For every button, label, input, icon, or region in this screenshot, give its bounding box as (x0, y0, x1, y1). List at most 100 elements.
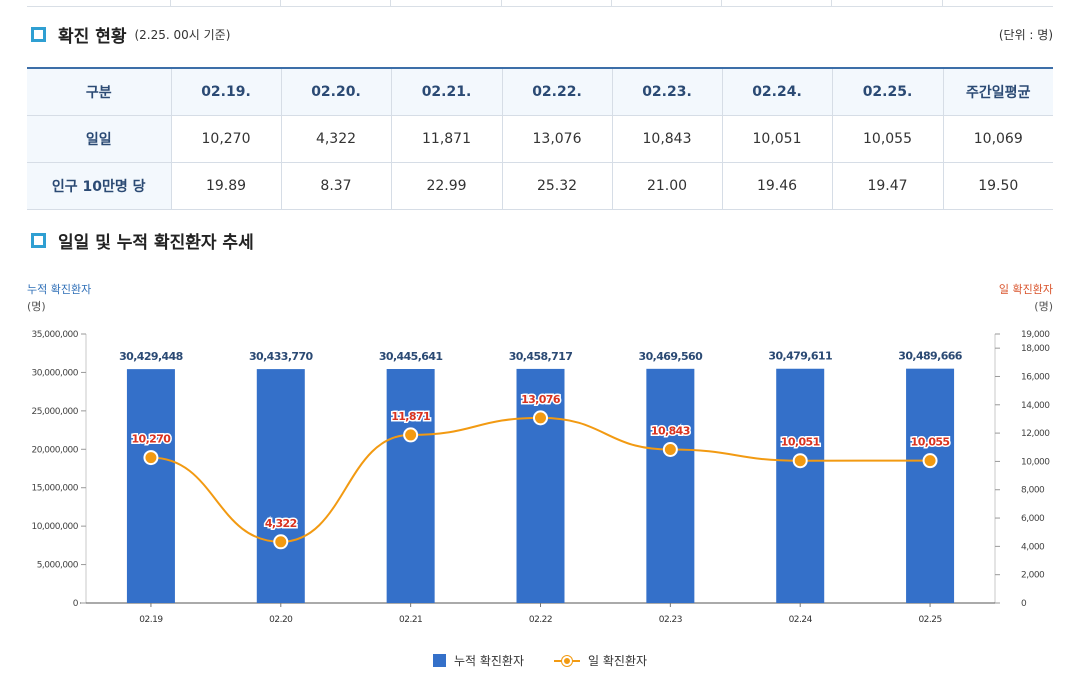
legend-label: 일 확진환자 (588, 654, 648, 668)
table-header-cell: 02.23. (611, 68, 723, 116)
table-header-cell: 주간일평균 (942, 68, 1053, 116)
right-tick-label: 14,000 (1021, 401, 1050, 411)
x-tick-label: 02.20 (269, 615, 293, 625)
table-header-cell: 02.21. (390, 68, 503, 116)
left-axis-unit: (명) (27, 300, 46, 313)
unit-label: (단위 : 명) (998, 28, 1053, 42)
section-confirmed-status: 확진 현황 (2.25. 00시 기준) (31, 22, 230, 47)
bar-value-label: 30,445,641 (379, 350, 443, 363)
table-cell: 8.37 (280, 162, 392, 210)
table-cell: 19.46 (721, 162, 833, 210)
table-cell: 4,322 (280, 115, 392, 163)
bar-cumulative (646, 368, 695, 603)
table-cell: 10,270 (170, 115, 282, 163)
row-label: 인구 10만명 당 (27, 162, 172, 210)
table-header-cell: 02.24. (721, 68, 833, 116)
right-axis-unit: (명) (1034, 300, 1053, 313)
x-tick-label: 02.22 (529, 615, 552, 625)
table-cell: 25.32 (501, 162, 613, 210)
table-row: 일일 10,270 4,322 11,871 13,076 10,843 10,… (27, 115, 1053, 163)
bar-cumulative (516, 368, 565, 603)
table-cell: 13,076 (501, 115, 613, 163)
bar-cumulative (386, 369, 435, 603)
daily-point (662, 441, 678, 457)
daily-point (403, 427, 419, 443)
x-tick-label: 02.25 (918, 615, 941, 625)
left-tick-label: 35,000,000 (31, 330, 78, 340)
left-tick-label: 10,000,000 (31, 522, 78, 532)
chart-legend: 누적 확진환자 일 확진환자 (0, 652, 1080, 669)
table-cell: 10,843 (611, 115, 723, 163)
right-tick-label: 2,000 (1021, 571, 1045, 581)
section-trend: 일일 및 누적 확진환자 추세 (31, 228, 254, 253)
x-tick-label: 02.23 (659, 615, 682, 625)
section-subtitle: (2.25. 00시 기준) (134, 28, 231, 42)
section-title: 일일 및 누적 확진환자 추세 (58, 233, 254, 253)
right-tick-label: 19,000 (1021, 330, 1050, 340)
right-axis-title: 일 확진환자 (998, 283, 1053, 296)
legend-line-swatch (554, 654, 581, 667)
table-cell: 10,051 (721, 115, 833, 163)
right-tick-label: 0 (1021, 599, 1027, 609)
right-tick-label: 16,000 (1021, 372, 1050, 382)
left-tick-label: 5,000,000 (37, 561, 79, 571)
daily-value-label: 10,270 (131, 433, 171, 446)
left-axis-title: 누적 확진환자 (27, 283, 92, 296)
right-tick-label: 18,000 (1021, 344, 1050, 354)
left-tick-label: 15,000,000 (31, 484, 78, 494)
table-header-cell: 02.22. (501, 68, 613, 116)
bar-value-label: 30,433,770 (249, 350, 314, 363)
row-label: 일일 (27, 115, 172, 163)
right-tick-label: 12,000 (1021, 429, 1050, 439)
left-tick-label: 30,000,000 (31, 368, 78, 378)
bar-cumulative (126, 369, 175, 603)
daily-point (273, 534, 289, 550)
table-header-cell: 02.20. (280, 68, 392, 116)
table-header-cell: 구분 (27, 68, 172, 116)
right-tick-label: 10,000 (1021, 457, 1050, 467)
x-tick-label: 02.21 (399, 615, 422, 625)
daily-value-label: 4,322 (265, 517, 297, 530)
daily-point (143, 450, 159, 466)
daily-point (922, 453, 938, 469)
table-cell: 11,871 (390, 115, 503, 163)
table-cell: 21.00 (611, 162, 723, 210)
table-header-row: 구분 02.19. 02.20. 02.21. 02.22. 02.23. 02… (27, 68, 1053, 116)
bar-cumulative (906, 368, 955, 603)
bar-value-label: 30,458,717 (509, 350, 573, 363)
table-cell: 19.89 (170, 162, 282, 210)
x-tick-label: 02.24 (789, 615, 813, 625)
square-bullet-icon (31, 233, 46, 248)
legend-item-daily[interactable]: 일 확진환자 (554, 652, 647, 669)
left-tick-label: 20,000,000 (31, 445, 78, 455)
table-cell: 19.50 (942, 162, 1053, 210)
legend-item-cumulative[interactable]: 누적 확진환자 (432, 652, 525, 669)
square-bullet-icon (31, 27, 46, 42)
table-cell: 10,055 (831, 115, 944, 163)
table-header-cell: 02.19. (170, 68, 282, 116)
x-tick-label: 02.19 (139, 615, 163, 625)
bar-cumulative (256, 369, 305, 603)
bar-value-label: 30,469,560 (639, 350, 704, 363)
daily-value-label: 10,055 (911, 436, 950, 449)
daily-point (792, 453, 808, 469)
table-cell: 10,069 (942, 115, 1053, 163)
table-cell: 22.99 (390, 162, 503, 210)
legend-label: 누적 확진환자 (453, 654, 525, 668)
right-tick-label: 8,000 (1021, 486, 1045, 496)
table-row: 인구 10만명 당 19.89 8.37 22.99 25.32 21.00 1… (27, 162, 1053, 210)
confirmed-table: 구분 02.19. 02.20. 02.21. 02.22. 02.23. 02… (27, 67, 1053, 210)
daily-point (533, 410, 548, 426)
bar-value-label: 30,489,666 (898, 350, 963, 363)
daily-value-label: 11,871 (391, 410, 430, 423)
table-header-cell: 02.25. (831, 68, 944, 116)
previous-table-bottom (27, 0, 1053, 7)
bar-cumulative (776, 368, 825, 603)
daily-value-label: 10,843 (651, 424, 690, 437)
daily-value-label: 10,051 (781, 436, 820, 449)
bar-value-label: 30,479,611 (768, 350, 832, 363)
table-cell: 19.47 (831, 162, 944, 210)
left-tick-label: 25,000,000 (31, 407, 78, 417)
right-tick-label: 4,000 (1021, 542, 1045, 552)
left-tick-label: 0 (73, 599, 79, 609)
